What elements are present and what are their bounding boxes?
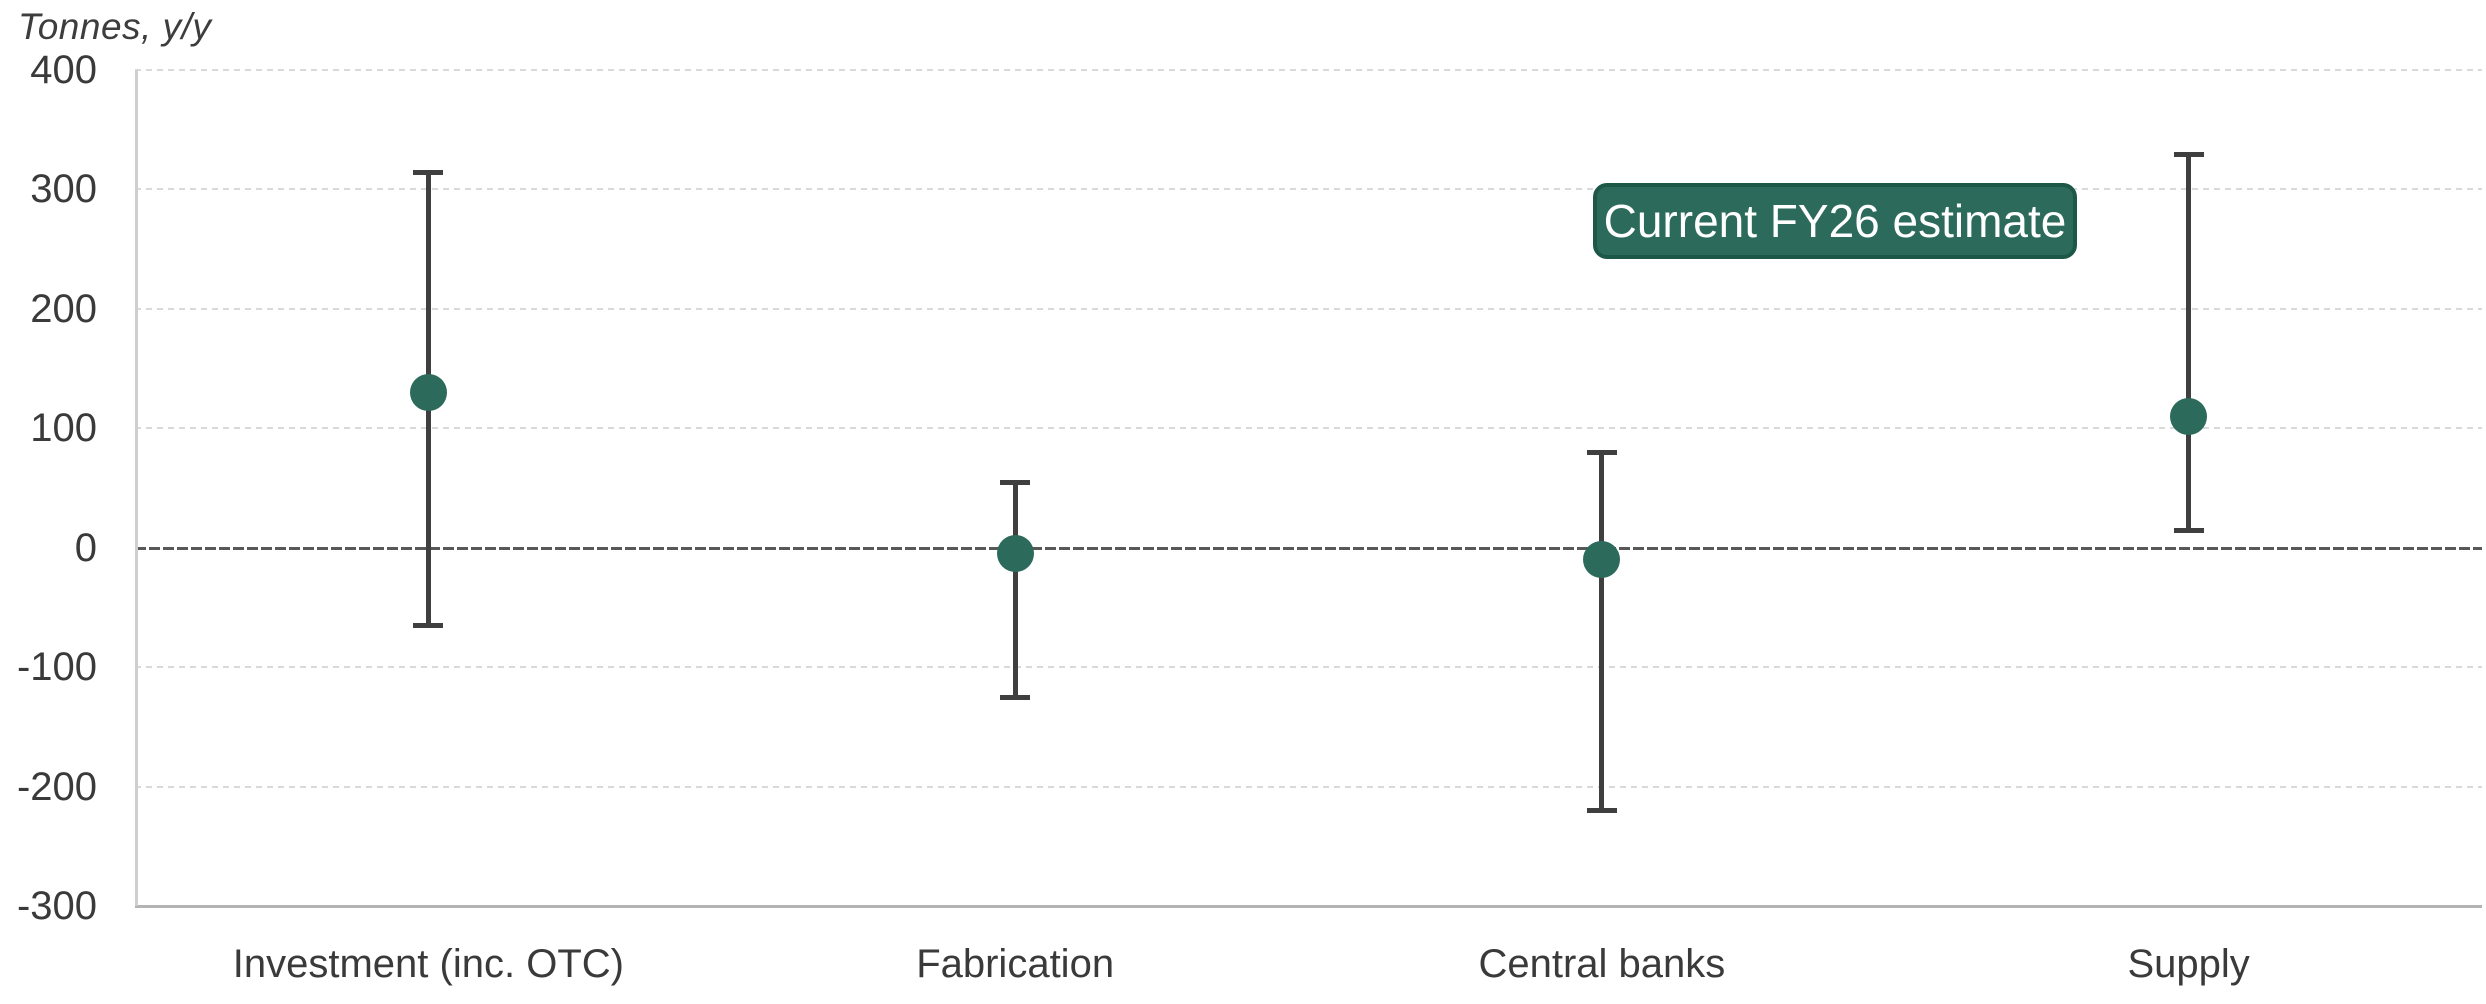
gridline	[135, 427, 2482, 430]
x-axis-line	[135, 905, 2482, 908]
error-bar-cap-high	[1586, 450, 1617, 456]
error-bar-cap-high	[1000, 480, 1031, 486]
gridline	[135, 188, 2482, 191]
x-axis-label: Supply	[2127, 942, 2250, 986]
error-bar-cap-high	[2173, 151, 2204, 157]
error-bar-line	[1599, 452, 1605, 811]
error-bar-cap-low	[1000, 695, 1031, 700]
y-tick-label: -300	[16, 884, 97, 928]
error-bar-cap-high	[413, 169, 444, 175]
y-axis-title: Tonnes, y/y	[18, 6, 212, 47]
estimate-annotation: Current FY26 estimate	[1593, 183, 2077, 259]
data-point-marker	[409, 373, 447, 411]
x-axis-label: Central banks	[1478, 942, 1726, 986]
gridline	[135, 785, 2482, 788]
y-tick-label: 300	[30, 167, 97, 212]
error-bar-cap-low	[2173, 527, 2204, 533]
gridline	[135, 666, 2482, 669]
data-point-marker	[996, 535, 1034, 573]
y-tick-label: -200	[16, 764, 97, 809]
zero-line	[135, 546, 2482, 550]
data-point-marker	[1583, 541, 1621, 579]
error-bar-cap-low	[1586, 808, 1617, 814]
error-bar-line	[1012, 482, 1018, 697]
y-tick-label: 200	[30, 286, 97, 331]
gridline	[135, 69, 2482, 71]
y-tick-label: 400	[30, 48, 97, 92]
y-axis-line	[135, 70, 138, 906]
estimate-annotation-label: Current FY26 estimate	[1603, 195, 2067, 247]
x-axis-label: Investment (inc. OTC)	[232, 942, 624, 986]
y-tick-label: 0	[74, 525, 97, 570]
x-axis-label: Fabrication	[916, 942, 1115, 986]
data-point-marker	[2170, 397, 2208, 435]
y-tick-label: -100	[16, 645, 97, 690]
y-tick-label: 100	[30, 406, 97, 451]
error-bar-cap-low	[413, 623, 444, 629]
gridline	[135, 307, 2482, 310]
error-bar-line	[2186, 153, 2192, 530]
